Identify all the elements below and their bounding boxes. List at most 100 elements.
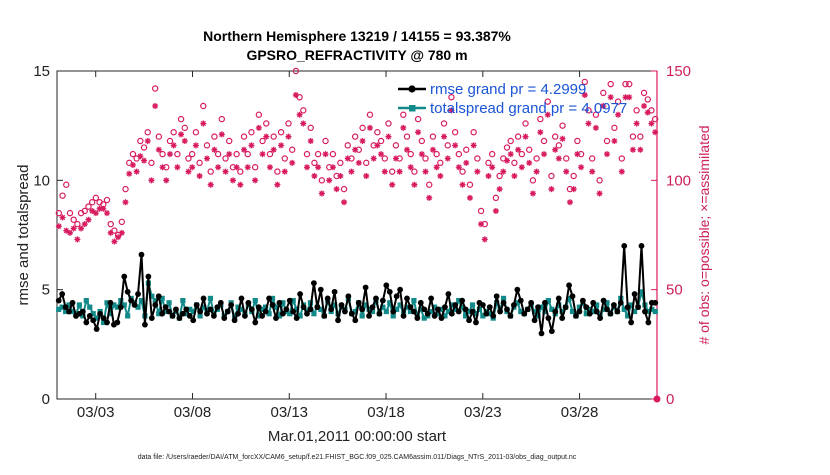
obs-possible-point (359, 124, 366, 132)
legend-totalspread-label: totalspread grand pr = 4.0977 (430, 100, 627, 117)
rmse-point (204, 310, 210, 317)
y-left-tick-label: 0 (42, 391, 50, 408)
obs-assimilated-point (144, 137, 151, 144)
totalspread-point (456, 298, 462, 304)
y-right-tick-label: 150 (666, 63, 691, 80)
rmse-point (497, 308, 504, 315)
obs-assimilated-point (341, 199, 348, 206)
obs-assimilated-point (529, 190, 536, 197)
totalspread-point (407, 308, 414, 315)
obs-possible-point (240, 133, 248, 140)
obs-assimilated-point (115, 234, 122, 241)
rmse-point (566, 282, 572, 289)
rmse-point (383, 282, 390, 289)
obs-assimilated-point (555, 155, 562, 162)
obs-assimilated-point (259, 151, 266, 158)
obs-possible-point (70, 216, 77, 223)
totalspread-point (463, 313, 469, 319)
obs-possible-point (222, 155, 229, 162)
obs-possible-point (207, 168, 214, 175)
obs-possible-point (511, 159, 518, 167)
x-axis: 03/03 03/08 03/13 03/18 03/23 03/28 (77, 71, 598, 421)
rmse-point (410, 308, 417, 315)
obs-possible-point (581, 78, 588, 86)
line-series (55, 243, 659, 337)
obs-possible-point (622, 80, 629, 88)
obs-possible-point (218, 115, 226, 123)
obs-possible-point (503, 144, 511, 151)
totalspread-point (180, 298, 186, 304)
totalspread-point (380, 304, 386, 310)
totalspread-point (535, 313, 541, 319)
rmse-point (386, 288, 393, 295)
obs-assimilated-point (159, 164, 166, 171)
obs-possible-point (166, 137, 174, 145)
totalspread-point (266, 311, 272, 317)
obs-possible-point (614, 98, 622, 105)
rmse-point (286, 297, 293, 304)
obs-possible-point (618, 155, 626, 162)
x-tick-label: 03/08 (174, 404, 212, 421)
rmse-point (66, 308, 72, 315)
chart-title-line2: GPSRO_REFRACTIVITY @ 780 m (246, 47, 467, 63)
obs-possible-point (540, 137, 548, 145)
obs-possible-point (592, 111, 600, 118)
obs-assimilated-point (285, 133, 292, 140)
obs-assimilated-point (578, 164, 585, 171)
rmse-point (69, 299, 76, 306)
rmse-point (183, 306, 190, 313)
totalspread-point (263, 304, 269, 310)
rmse-point (466, 317, 472, 324)
rmse-point (448, 310, 455, 317)
obs-assimilated-point (478, 221, 485, 228)
obs-assimilated-point (511, 172, 518, 179)
totalspread-point (352, 308, 358, 315)
rmse-point (176, 315, 183, 321)
data-file-footer: data file: /Users/raeder/DAI/ATM_forcXX/… (138, 454, 577, 461)
rmse-point (145, 273, 152, 280)
rmse-point (486, 304, 493, 311)
totalspread-point (397, 302, 403, 308)
rmse-point (338, 302, 345, 308)
obs-assimilated-point (474, 168, 481, 175)
rmse-point (507, 313, 514, 319)
obs-assimilated-point (566, 199, 573, 206)
rmse-point (310, 280, 317, 287)
obs-possible-point (63, 181, 70, 188)
rmse-point (542, 299, 548, 306)
rmse-point (397, 286, 404, 293)
rmse-point (217, 299, 224, 306)
obs-possible-point (174, 150, 181, 158)
obs-possible-point (496, 172, 503, 180)
rmse-point (262, 308, 269, 315)
rmse-point (193, 302, 200, 308)
obs-assimilated-point (96, 205, 103, 212)
totalspread-point (83, 298, 89, 304)
obs-possible-point (196, 159, 203, 167)
rmse-point (290, 308, 297, 315)
obs-assimilated-point (400, 124, 407, 131)
rmse-point (552, 308, 559, 315)
rmse-point (90, 317, 97, 324)
rmse-point (148, 315, 155, 321)
obs-assimilated-point (544, 111, 551, 118)
rmse-point (231, 317, 238, 324)
obs-assimilated-point (537, 129, 544, 136)
obs-possible-point (363, 159, 370, 167)
totalspread-point (411, 298, 417, 304)
obs-assimilated-point (407, 164, 414, 171)
obs-possible-point (637, 133, 644, 140)
totalspread-point (449, 302, 455, 308)
rmse-point (607, 310, 614, 317)
obs-possible-point (544, 98, 551, 105)
obs-assimilated-point (644, 109, 651, 116)
y-left-tick-label: 10 (33, 172, 50, 189)
totalspread-point (190, 308, 196, 315)
obs-possible-point (603, 137, 611, 145)
obs-assimilated-point (570, 186, 577, 193)
obs-series (55, 67, 661, 403)
obs-possible-point (422, 155, 429, 162)
rmse-point (335, 317, 341, 324)
obs-assimilated-point (366, 124, 373, 131)
rmse-point (379, 297, 386, 304)
